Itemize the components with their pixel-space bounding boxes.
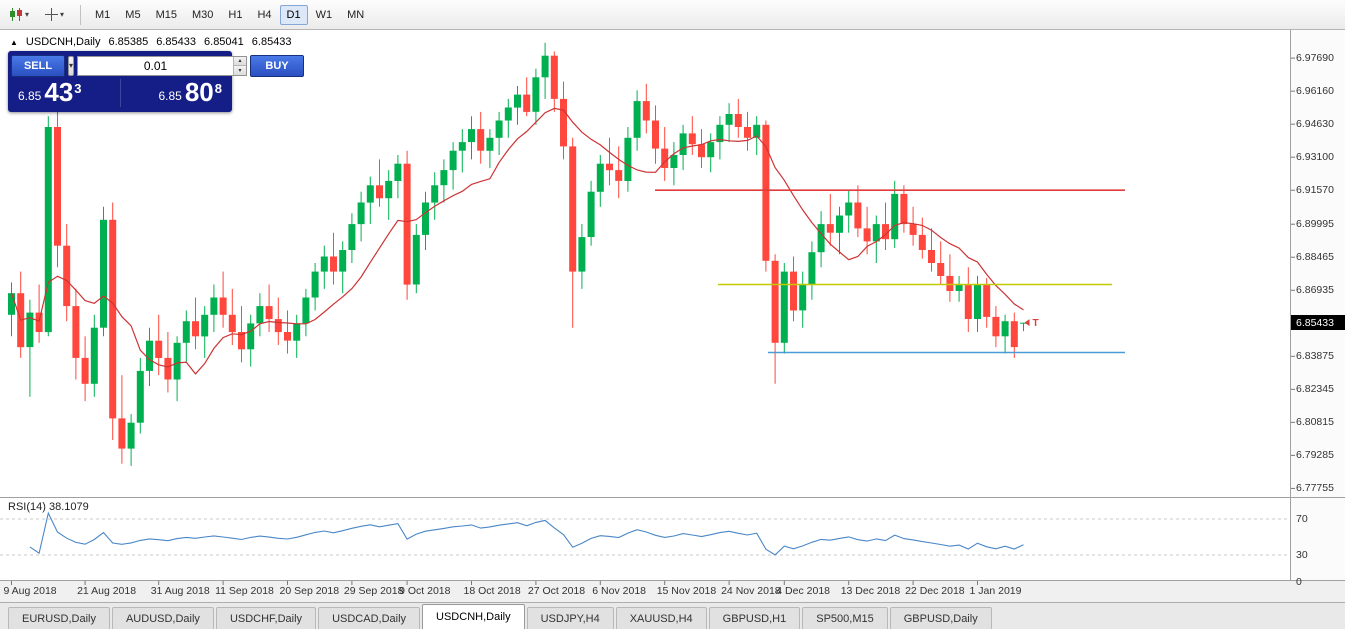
- date-axis-label: 9 Oct 2018: [399, 585, 451, 597]
- date-axis-label: 11 Sep 2018: [215, 585, 274, 597]
- chart-tab-xauusd-h4[interactable]: XAUUSD,H4: [615, 607, 707, 629]
- rsi-line: [29, 511, 1024, 556]
- rsi-pane-bg: [0, 498, 1290, 581]
- price-axis-label: 6.80815: [1296, 416, 1334, 429]
- candles-layer: [8, 42, 1027, 466]
- timeframe-button-m1[interactable]: M1: [95, 8, 111, 21]
- timeframe-button-h1[interactable]: H1: [228, 8, 243, 21]
- chart-tab-usdchf-daily[interactable]: USDCHF,Daily: [215, 607, 317, 629]
- chevron-down-icon: [69, 61, 73, 70]
- date-axis-label: 22 Dec 2018: [905, 585, 965, 597]
- date-axis-label: 21 Aug 2018: [77, 585, 137, 597]
- symbol-collapse-icon[interactable]: ▲: [10, 37, 18, 47]
- sell-button[interactable]: SELL: [11, 54, 65, 77]
- top-toolbar: M1 M5 M15 M30 H1 H4 D1 W1 MN: [0, 0, 1345, 30]
- timeframe-button-m15[interactable]: M15: [155, 8, 177, 21]
- ticker-low: 6.85041: [204, 36, 244, 48]
- ohlc-ticker: ▲ USDCNH,Daily 6.85385 6.85433 6.85041 6…: [10, 36, 292, 48]
- date-axis-label: 29 Sep 2018: [343, 585, 404, 597]
- chevron-down-icon: [25, 10, 33, 19]
- ticker-high: 6.85433: [156, 36, 197, 48]
- lot-size-input[interactable]: [78, 56, 234, 75]
- buy-price-pips: 80: [184, 77, 214, 107]
- date-axis-label: 18 Oct 2018: [463, 585, 521, 597]
- chart-tab-usdcnh-daily[interactable]: USDCNH,Daily: [422, 604, 525, 629]
- toolbar-separator: [80, 4, 81, 25]
- sell-price-point: 3: [74, 81, 82, 96]
- trade-marker-arrow-icon: [1024, 319, 1030, 327]
- timeframe-button-m30[interactable]: M30: [191, 8, 214, 21]
- lot-preset-dropdown[interactable]: [68, 55, 75, 76]
- ticker-open: 6.85385: [108, 36, 149, 48]
- price-axis-label: 6.82345: [1296, 383, 1334, 396]
- buy-button[interactable]: BUY: [250, 54, 305, 77]
- lot-spinner[interactable]: [233, 56, 247, 75]
- rsi-indicator-label: RSI(14) 38.1079: [8, 501, 89, 513]
- date-axis-label: 1 Jan 2019: [969, 585, 1022, 597]
- price-axis-label: 6.94630: [1296, 118, 1334, 131]
- price-axis-label: 6.97690: [1296, 52, 1334, 65]
- buy-price-point: 8: [214, 81, 222, 96]
- date-axis-label: 27 Oct 2018: [527, 585, 586, 597]
- ticker-symbol: USDCNH,Daily: [25, 36, 101, 48]
- chart-tab-usdcad-daily[interactable]: USDCAD,Daily: [318, 607, 421, 629]
- trade-prices-row: 6.85 43 3 6.85 80 8: [11, 77, 229, 109]
- price-axis-label: 6.77755: [1296, 482, 1334, 495]
- rsi-level-label: 0: [1296, 576, 1302, 588]
- lot-size-field: [77, 55, 248, 76]
- current-price-badge: 6.85433: [1291, 315, 1345, 331]
- axis-bg: [1291, 30, 1345, 581]
- rsi-level-label: 70: [1296, 513, 1308, 525]
- price-axis-label: 6.88465: [1296, 251, 1334, 264]
- timeframe-button-mn[interactable]: MN: [347, 8, 365, 21]
- timeframe-button-d1[interactable]: D1: [279, 4, 308, 25]
- buy-price-prefix: 6.85: [158, 89, 182, 103]
- price-axis-label: 6.79285: [1296, 449, 1334, 462]
- timeframe-button-w1[interactable]: W1: [315, 8, 333, 21]
- date-axis-label: 9 Aug 2018: [3, 585, 57, 597]
- chart-tab-bar: EURUSD,Daily AUDUSD,Daily USDCHF,Daily USDC…: [0, 602, 1345, 629]
- sell-price-pips: 43: [44, 77, 74, 107]
- price-axis-label: 6.86935: [1296, 284, 1334, 297]
- price-axis-label: 6.91570: [1296, 184, 1334, 197]
- candlestick-chart-icon: [10, 8, 22, 21]
- timeframe-toolbar: M1 M5 M15 M30 H1 H4 D1 W1 MN: [88, 4, 371, 25]
- chart-tab-audusd-daily[interactable]: AUDUSD,Daily: [111, 607, 214, 629]
- chart-tab-gbpusd-h1[interactable]: GBPUSD,H1: [708, 607, 801, 629]
- price-axis-label: 6.96160: [1296, 85, 1334, 98]
- date-axis-label: 31 Aug 2018: [150, 585, 210, 597]
- price-axis-label: 6.89995: [1296, 218, 1334, 231]
- spinner-down-icon[interactable]: [234, 65, 247, 75]
- spinner-up-icon[interactable]: [234, 56, 247, 65]
- date-axis-label: 6 Nov 2018: [592, 585, 647, 597]
- trade-controls-row: SELL BUY: [11, 54, 305, 77]
- rsi-level-label: 30: [1296, 549, 1308, 561]
- date-axis-label: 4 Dec 2018: [776, 585, 831, 597]
- trade-marker-label: T: [1033, 318, 1039, 329]
- ticker-close: 6.85433: [251, 36, 292, 48]
- date-axis-label: 24 Nov 2018: [721, 585, 781, 597]
- chart-style-dropdown-button[interactable]: [4, 4, 38, 26]
- chart-tab-gbpusd-daily[interactable]: GBPUSD,Daily: [889, 607, 992, 629]
- crosshair-tools-dropdown-button[interactable]: [40, 4, 73, 26]
- sell-price-prefix: 6.85: [18, 89, 42, 103]
- timeframe-button-m5[interactable]: M5: [125, 8, 141, 21]
- sell-price: 6.85 43 3: [18, 78, 82, 107]
- timeframe-button-h4[interactable]: H4: [257, 8, 272, 21]
- buy-price: 6.85 80 8: [158, 78, 222, 107]
- chart-tab-usdjpy-h4[interactable]: USDJPY,H4: [526, 607, 614, 629]
- chart-tab-eurusd-daily[interactable]: EURUSD,Daily: [8, 607, 110, 629]
- moving-average-line: [10, 107, 1024, 375]
- chart-tab-sp500-m15[interactable]: SP500,M15: [802, 607, 888, 629]
- date-axis-label: 15 Nov 2018: [656, 585, 717, 597]
- date-axis-label: 20 Sep 2018: [279, 585, 340, 597]
- date-axis-label: 13 Dec 2018: [840, 585, 901, 597]
- price-axis-label: 6.83875: [1296, 350, 1334, 363]
- crosshair-icon: [45, 8, 58, 21]
- price-axis-label: 6.93100: [1296, 151, 1334, 164]
- chevron-down-icon: [60, 10, 68, 19]
